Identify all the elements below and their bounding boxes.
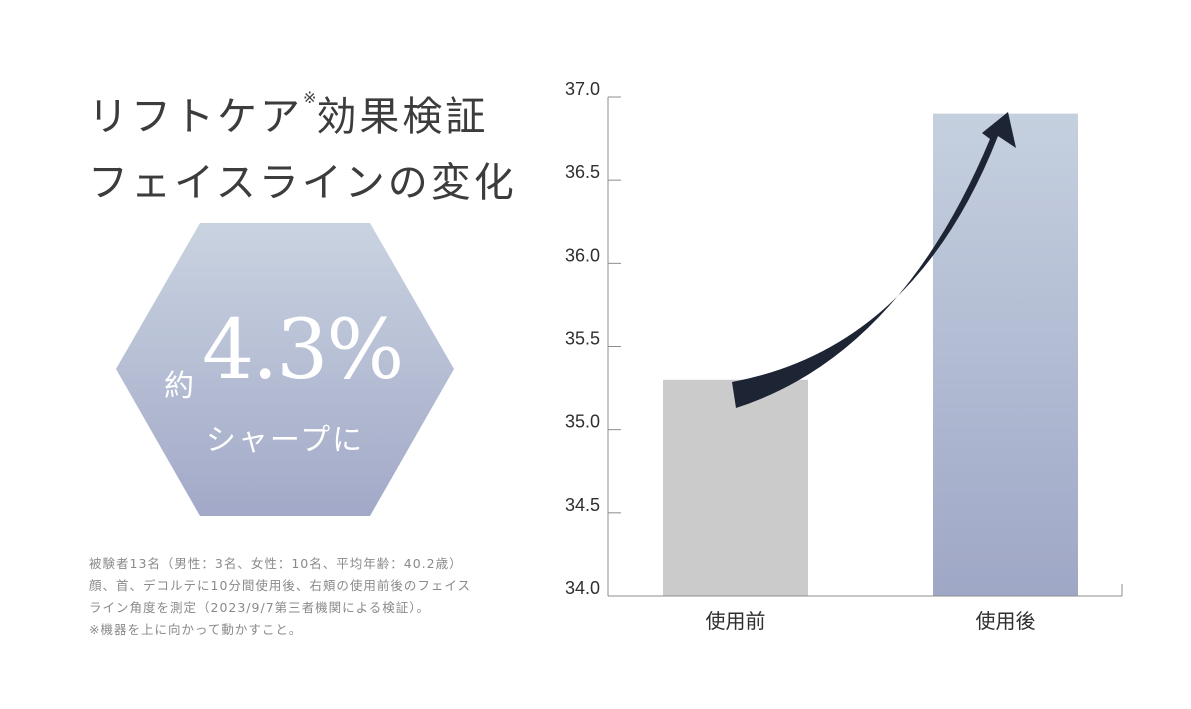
title-text-lift: リフトケア [88, 94, 303, 140]
category-label: 使用前 [706, 609, 766, 633]
y-tick-label: 36.0 [565, 245, 600, 265]
y-tick-label: 36.5 [565, 162, 600, 182]
footnote-line: 被験者13名（男性：3名、女性：10名、平均年齢：40.2歳） [89, 556, 463, 571]
bar-before [663, 379, 808, 596]
y-tick-label: 37.0 [565, 79, 600, 99]
page-title-line1: リフトケア※効果検証 [88, 84, 488, 142]
y-tick-label: 35.5 [565, 329, 600, 349]
footnote-line: ライン角度を測定（2023/9/7第三者機関による検証）。 [89, 600, 431, 615]
badge-text: 約 4.3% シャープに [116, 223, 454, 516]
title-text-verification: 効果検証 [316, 94, 489, 140]
bar-after [933, 113, 1078, 596]
page-title-line2: フェイスラインの変化 [88, 160, 517, 206]
trend-arrow-icon [732, 112, 1016, 408]
y-tick-label: 34.0 [565, 578, 600, 598]
badge-value: 4.3% [202, 303, 404, 398]
title-reference-mark: ※ [303, 88, 317, 107]
category-label: 使用後 [976, 609, 1036, 633]
y-tick-label: 34.5 [565, 495, 600, 515]
hexagon-shape [116, 223, 454, 516]
footnotes: 被験者13名（男性：3名、女性：10名、平均年齢：40.2歳） 顔、首、デコルテ… [89, 553, 471, 641]
badge-subtitle: シャープに [205, 423, 365, 458]
badge-prefix: 約 [164, 369, 194, 404]
result-badge: 約 4.3% シャープに [116, 223, 454, 516]
footnote-line: 顔、首、デコルテに10分間使用後、右頬の使用前後のフェイス [89, 578, 472, 593]
footnote-line: ※機器を上に向かって動かすこと。 [89, 622, 303, 637]
y-tick-label: 35.0 [565, 412, 600, 432]
